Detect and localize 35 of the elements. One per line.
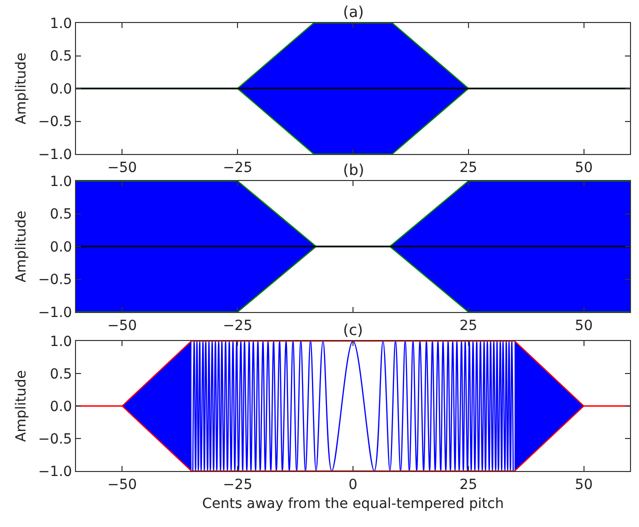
y-tick-label: 1.0 (50, 174, 72, 190)
y-tick-label: 1.0 (50, 16, 72, 32)
y-tick-label: 0.5 (50, 206, 72, 223)
y-tick-label: −1.0 (38, 146, 72, 163)
chart-title: (b) (343, 161, 364, 179)
y-tick-label: 0.0 (50, 398, 72, 415)
chart-title: (a) (343, 3, 364, 21)
y-tick-label: 1.0 (50, 334, 72, 350)
x-tick-label: −50 (107, 476, 137, 493)
y-tick-label: 0.0 (50, 239, 72, 256)
chart-title: (c) (343, 321, 363, 339)
y-axis-title: Amplitude (14, 370, 30, 442)
y-tick-label: 0.0 (50, 81, 72, 98)
y-axis-title: Amplitude (14, 210, 30, 282)
x-tick-label: −25 (222, 476, 252, 493)
x-tick-label: −50 (107, 318, 137, 334)
x-tick-label: 25 (460, 318, 478, 334)
x-tick-label: 50 (574, 318, 593, 334)
y-tick-label: −0.5 (38, 272, 72, 288)
y-tick-label: −0.5 (38, 114, 72, 130)
y-axis-title: Amplitude (14, 52, 30, 124)
y-tick-label: 0.5 (50, 366, 72, 382)
x-axis-title: Cents away from the equal-tempered pitch (202, 496, 504, 512)
x-tick-label: 25 (460, 160, 478, 176)
x-tick-label: −50 (107, 160, 137, 176)
y-tick-label: −0.5 (38, 431, 72, 448)
x-tick-label: 50 (574, 476, 593, 493)
x-tick-label: 50 (574, 160, 593, 176)
y-tick-label: 0.5 (50, 48, 72, 65)
y-tick-label: −1.0 (38, 304, 72, 321)
x-tick-label: 0 (348, 476, 358, 493)
x-tick-label: 25 (460, 476, 478, 493)
y-tick-label: −1.0 (38, 464, 72, 480)
x-tick-label: −25 (222, 160, 252, 176)
x-tick-label: −25 (222, 318, 252, 334)
